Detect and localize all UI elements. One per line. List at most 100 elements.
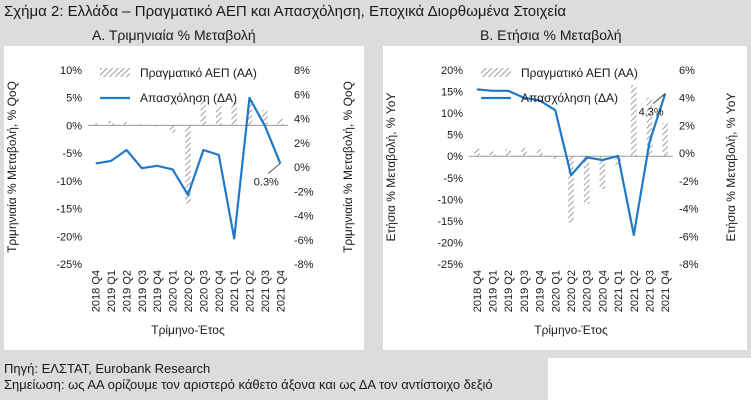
left-axis-tick-label: 10% [60, 65, 82, 77]
x-tick-label: 2019 Q4 [535, 270, 547, 312]
right-axis-tick-label: 0% [679, 148, 695, 160]
gdp-bar [262, 109, 268, 126]
x-tick-label: 2020 Q2 [183, 270, 195, 312]
x-tick-label: 2021 Q3 [644, 270, 656, 312]
methodology-note: Σημείωση: ως ΑΑ ορίζουμε τον αριστερό κά… [4, 377, 493, 392]
left-axis-tick-label: 15% [441, 87, 463, 99]
legend-bar-label: Πραγματικό ΑΕΠ (ΑΑ) [521, 66, 638, 80]
gdp-bar [92, 123, 99, 126]
right-axis-tick-label: -2% [294, 186, 314, 198]
gdp-bar [630, 85, 637, 157]
right-axis-tick-label: 4% [679, 93, 695, 105]
right-axis-tick-label: -2% [679, 176, 699, 188]
gdp-bar [599, 156, 606, 189]
employment-line [95, 96, 282, 240]
gdp-bar [185, 125, 191, 204]
x-tick-label: 2018 Q4 [472, 270, 484, 312]
gdp-bar [474, 148, 480, 157]
gdp-bar [169, 125, 176, 133]
left-axis-tick-label: 10% [441, 108, 463, 120]
right-axis-tick-label: -6% [679, 231, 699, 243]
x-tick-label: 2019 Q2 [121, 270, 133, 312]
right-axis-tick-label: 2% [679, 120, 695, 132]
gdp-bar [123, 122, 130, 126]
right-axis-tick-label: 6% [679, 65, 695, 77]
x-tick-label: 2019 Q1 [106, 270, 118, 312]
right-axis-tick-label: -4% [294, 211, 314, 223]
x-tick-label: 2021 Q1 [613, 270, 625, 312]
left-axis-tick-label: -20% [437, 237, 463, 249]
left-axis-tick-label: -25% [437, 259, 463, 271]
notes-background [0, 358, 548, 400]
gdp-bar [646, 98, 653, 157]
x-tick-label: 2021 Q1 [229, 270, 241, 312]
left-axis-tick-label: -20% [56, 231, 82, 243]
legend-line-label: Απασχόληση (ΔΑ) [140, 91, 237, 105]
gdp-bar [277, 118, 284, 126]
gdp-bar [568, 156, 574, 223]
left-axis-tick-label: 5% [66, 93, 82, 105]
chart-b-panel: 20% 15% 10% 5% 0% -5% -10% -15% -20% -25% 6% 4% 2% 0%… [383, 46, 747, 350]
figure-title: Σχήμα 2: Ελλάδα – Πραγματικό ΑΕΠ και Απα… [4, 3, 567, 20]
source-note: Πηγή: ΕΛΣΤΑΤ, Eurobank Research [4, 361, 211, 376]
gdp-bar [521, 148, 527, 157]
right-axis-tick-label: -8% [294, 259, 314, 271]
chart-b: 20% 15% 10% 5% 0% -5% -10% -15% -20% -25% 6% 4% 2% 0%… [384, 65, 738, 337]
x-tick-label: 2021 Q2 [245, 270, 257, 312]
legend-bar-label: Πραγματικό ΑΕΠ (ΑΑ) [140, 66, 257, 80]
x-tick-label: 2020 Q3 [582, 270, 594, 312]
x-axis-title: Τρίμηνο-Έτος [534, 323, 608, 337]
x-tick-label: 2021 Q4 [275, 270, 287, 312]
legend-line-label: Απασχόληση (ΔΑ) [521, 91, 618, 105]
x-tick-label: 2020 Q2 [566, 270, 578, 312]
left-axis-tick-label: 0% [66, 120, 82, 132]
left-axis-tick-label: -10% [437, 194, 463, 206]
x-tick-label: 2020 Q4 [597, 270, 609, 312]
chart-a: 10% 5% 0% -5% -10% -15% -20% -25% 8% 6% 4% 2% 0% -2% -… [5, 65, 355, 337]
gdp-bar [552, 156, 559, 159]
left-axis-tick-label: 20% [441, 65, 463, 77]
left-axis-tick-label: -10% [56, 176, 82, 188]
gdp-bar [536, 149, 543, 157]
annotation-leader [267, 162, 281, 174]
gdp-bar [662, 123, 668, 157]
x-tick-label: 2020 Q4 [214, 270, 226, 312]
left-axis-tick-label: -5% [443, 173, 463, 185]
x-axis-title: Τρίμηνο-Έτος [151, 323, 225, 337]
x-tick-label: 2019 Q1 [488, 270, 500, 312]
right-axis-tick-label: -4% [679, 204, 699, 216]
left-axis-tick-label: -5% [62, 148, 82, 160]
right-axis-tick-label: -8% [679, 259, 699, 271]
gdp-bar [231, 101, 237, 126]
left-axis-tick-label: -15% [56, 204, 82, 216]
right-axis-tick-label: 8% [294, 65, 310, 77]
right-axis-tick-label: 6% [294, 89, 310, 101]
right-axis-tick-label: 0% [294, 162, 310, 174]
annotation-leader [652, 93, 666, 104]
legend-bar-swatch [100, 68, 130, 77]
chart-b-subtitle: Β. Ετήσια % Μεταβολή [480, 27, 622, 43]
x-tick-label: 2019 Q3 [519, 270, 531, 312]
gdp-bar [139, 124, 145, 126]
gdp-bar [216, 106, 222, 126]
x-tick-label: 2021 Q2 [629, 270, 641, 312]
x-tick-label: 2020 Q3 [198, 270, 210, 312]
left-axis-title: Τριμηνιαία % Μεταβολή, % QoQ [5, 81, 19, 253]
left-axis-tick-label: 5% [447, 130, 463, 142]
annotation-label: 4.3% [639, 107, 664, 119]
x-tick-label: 2021 Q4 [660, 270, 672, 312]
x-tick-label: 2019 Q3 [137, 270, 149, 312]
right-axis-tick-label: -6% [294, 235, 314, 247]
chart-a-subtitle: Α. Τριμηνιαία % Μεταβολή [92, 27, 256, 43]
employment-line [476, 88, 667, 236]
left-axis-tick-label: -25% [56, 259, 82, 271]
chart-a-panel: 10% 5% 0% -5% -10% -15% -20% -25% 8% 6% 4% 2% 0% -2% -… [4, 46, 364, 350]
right-axis-title: Τριμηνιαία % Μεταβολή, % QoQ [341, 81, 355, 253]
x-tick-label: 2019 Q2 [503, 270, 515, 312]
gdp-bar [489, 151, 496, 157]
x-tick-label: 2020 Q1 [168, 270, 180, 312]
right-axis-tick-label: 4% [294, 114, 310, 126]
x-tick-label: 2021 Q3 [260, 270, 272, 312]
left-axis-tick-label: -15% [437, 216, 463, 228]
